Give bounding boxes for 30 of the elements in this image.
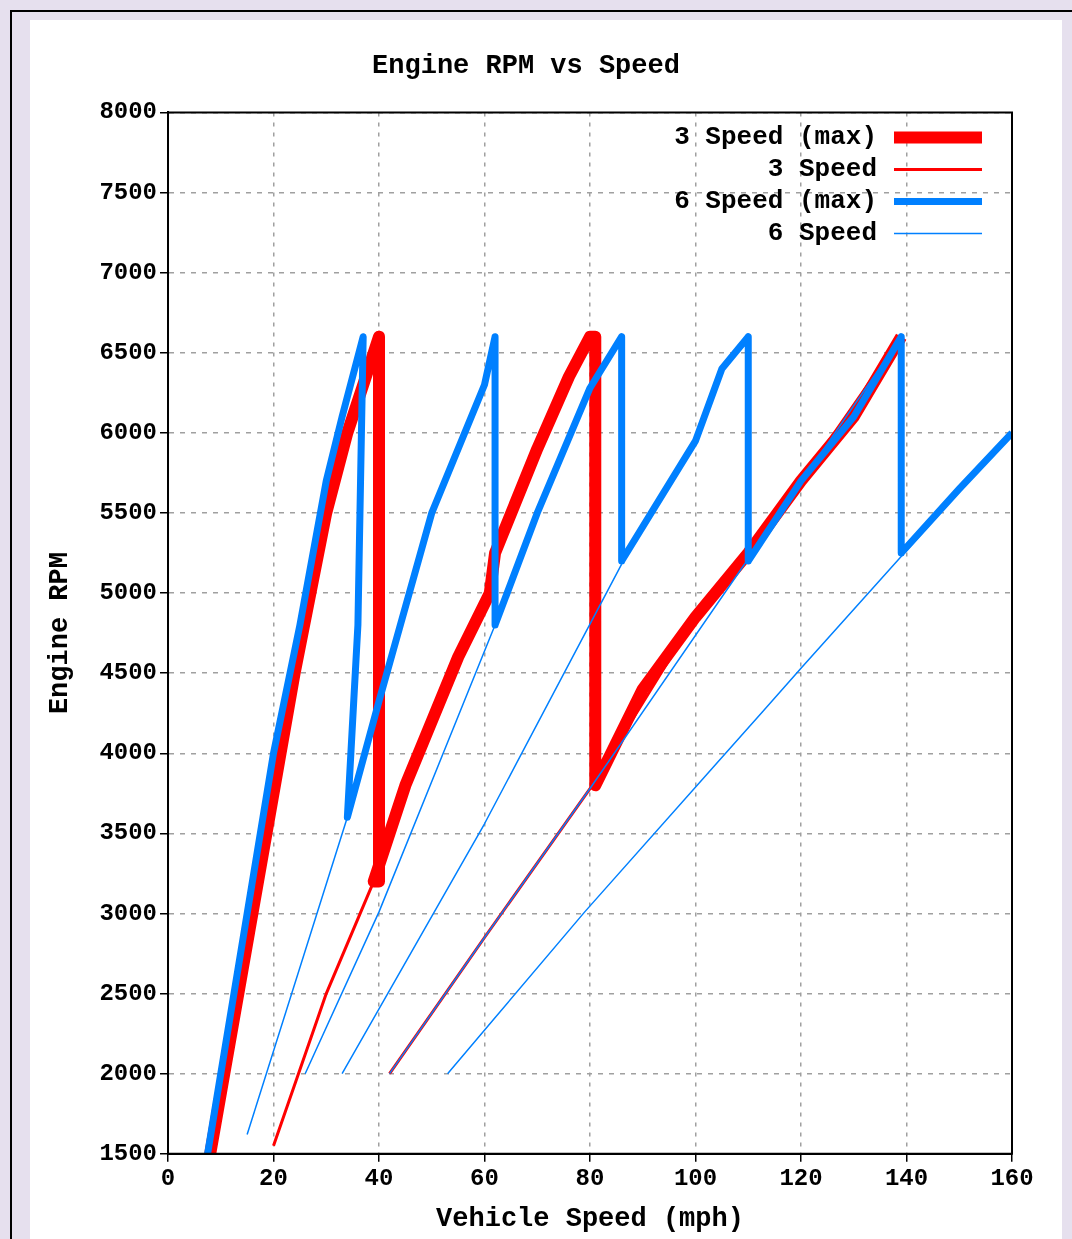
y-tick-label: 7000 xyxy=(99,258,158,286)
legend-label: 3 Speed (max) xyxy=(674,121,877,152)
y-tick-label: 6500 xyxy=(99,338,158,366)
y-tick-label: 5500 xyxy=(99,498,158,526)
x-tick-label: 20 xyxy=(259,1165,288,1193)
x-tick-label: 60 xyxy=(470,1165,499,1193)
y-tick-label: 7500 xyxy=(99,178,158,206)
x-tick-label: 140 xyxy=(884,1165,929,1193)
legend-label: 6 Speed (max) xyxy=(674,185,877,216)
x-axis-title: Vehicle Speed (mph) xyxy=(436,1203,744,1234)
y-tick-label: 4000 xyxy=(99,739,158,767)
chart-title: Engine RPM vs Speed xyxy=(372,51,680,81)
x-tick-label: 160 xyxy=(990,1165,1034,1193)
legend-label: 6 Speed xyxy=(767,217,877,248)
legend-label: 3 Speed xyxy=(767,153,877,184)
y-tick-label: 3000 xyxy=(99,899,158,927)
x-tick-label: 120 xyxy=(779,1165,823,1193)
x-tick-label: 40 xyxy=(364,1165,394,1193)
y-tick-label: 4500 xyxy=(99,659,158,687)
x-tick-label: 0 xyxy=(160,1165,176,1193)
y-tick-label: 8000 xyxy=(99,98,158,126)
y-tick-label: 5000 xyxy=(99,579,158,607)
y-axis-title: Engine RPM xyxy=(45,552,75,715)
x-tick-label: 100 xyxy=(673,1165,718,1193)
x-tick-label: 80 xyxy=(575,1165,605,1193)
y-tick-label: 1500 xyxy=(99,1139,158,1167)
y-tick-label: 2000 xyxy=(99,1059,158,1087)
y-tick-label: 6000 xyxy=(99,418,158,446)
y-tick-label: 2500 xyxy=(99,979,158,1007)
y-tick-label: 3500 xyxy=(99,819,158,847)
